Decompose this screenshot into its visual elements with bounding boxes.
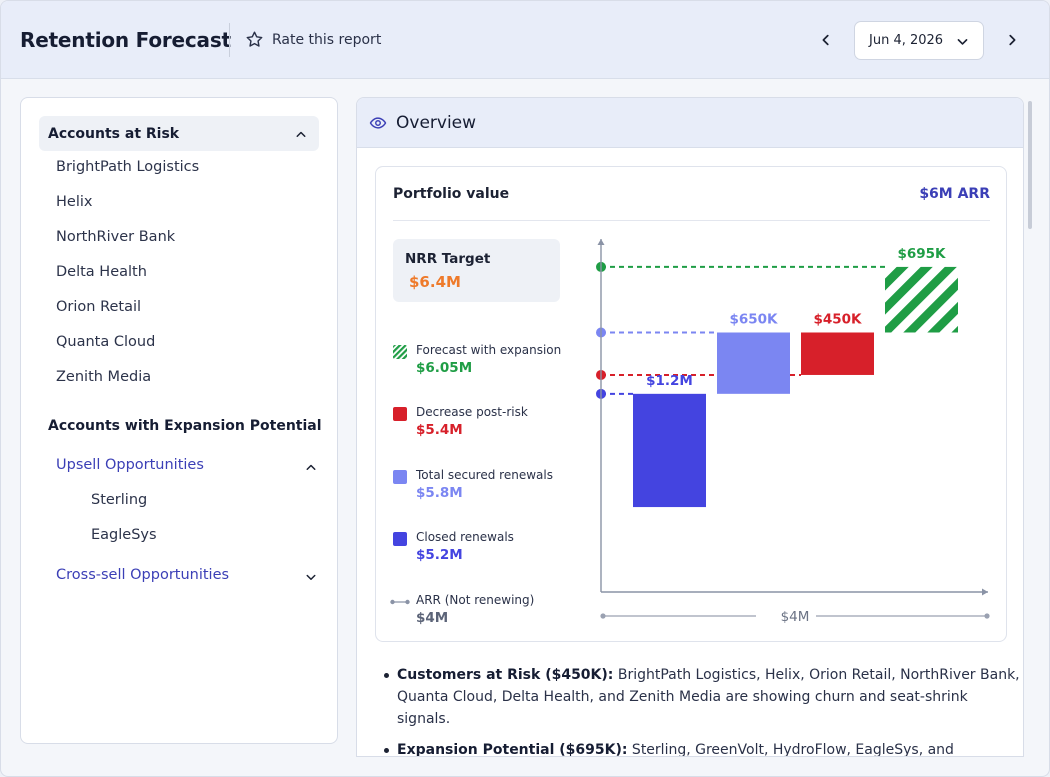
hatched-green-swatch (393, 345, 407, 359)
summary-bullets: Customers at Risk ($450K): BrightPath Lo… (381, 664, 1021, 757)
previous-date-button[interactable] (815, 29, 837, 51)
header-divider (229, 23, 230, 57)
list-item: Expansion Potential ($695K): Sterling, G… (381, 739, 1021, 757)
sidebar-item-delta-health[interactable]: Delta Health (56, 264, 147, 280)
chevron-down-icon (957, 39, 968, 45)
overview-panel: Overview Portfolio value $6M ARR NRR Tar… (356, 97, 1024, 757)
chevron-right-icon (1009, 34, 1016, 46)
x-axis-arrow (982, 588, 988, 596)
bullet-heading: Customers at Risk ($450K): (397, 667, 614, 683)
blue-swatch (393, 532, 407, 546)
legend-value: $6.05M (416, 360, 473, 376)
sidebar-item-quanta-cloud[interactable]: Quanta Cloud (56, 334, 156, 350)
chevron-down-icon (306, 574, 316, 580)
card-title: Portfolio value (393, 186, 510, 202)
bullet-text: Sterling, GreenVolt, HydroFlow, EagleSys… (631, 742, 954, 757)
sidebar-item-northriver[interactable]: NorthRiver Bank (56, 229, 176, 245)
bar-value-label: $450K (813, 311, 862, 327)
legend-value: $5.4M (416, 422, 463, 438)
sidebar-item-zenith-media[interactable]: Zenith Media (56, 369, 152, 385)
top-bar: Retention Forecast Rate this report Jun … (1, 1, 1049, 79)
eye-icon (369, 116, 387, 129)
bar-value-label: $650K (729, 311, 778, 327)
sidebar-heading-expansion: Accounts with Expansion Potential (48, 418, 322, 434)
legend-value: $5.8M (416, 485, 463, 501)
bar (717, 332, 790, 394)
card-divider (393, 220, 990, 221)
bar (885, 266, 958, 333)
bar (801, 332, 874, 375)
baseline-dot (600, 613, 606, 619)
sidebar-group-crosssell[interactable]: Cross-sell Opportunities (56, 567, 319, 583)
sidebar-group-upsell[interactable]: Upsell Opportunities (56, 457, 319, 473)
sidebar-group-label: Cross-sell Opportunities (56, 567, 230, 583)
sidebar-item-eaglesys[interactable]: EagleSys (91, 527, 157, 543)
list-item: Customers at Risk ($450K): BrightPath Lo… (381, 664, 1021, 730)
legend-label: Decrease post-risk (416, 405, 528, 419)
star-icon (246, 31, 263, 47)
scrollbar-thumb[interactable] (1028, 101, 1032, 229)
next-date-button[interactable] (1001, 29, 1023, 51)
line-swatch (390, 599, 410, 605)
legend-label: Closed renewals (416, 530, 514, 544)
bullet-text: BrightPath Logistics, Helix, Orion Retai… (397, 667, 1020, 727)
sidebar: Accounts at Risk BrightPath Logistics He… (20, 97, 338, 744)
sidebar-item-sterling[interactable]: Sterling (91, 492, 148, 508)
light-blue-swatch (393, 470, 407, 484)
chevron-up-icon (306, 464, 316, 470)
sidebar-item-brightpath[interactable]: BrightPath Logistics (56, 159, 200, 175)
bar-value-label: $1.2M (646, 373, 693, 389)
bar (633, 393, 706, 508)
sidebar-group-accounts-at-risk[interactable]: Accounts at Risk (39, 116, 319, 151)
nrr-target-box: NRR Target $6.4M (393, 239, 560, 302)
page-title: Retention Forecast (20, 28, 231, 52)
bar-value-label: $695K (897, 246, 946, 262)
date-value: Jun 4, 2026 (869, 33, 944, 48)
date-picker[interactable]: Jun 4, 2026 (854, 21, 984, 60)
overview-title: Overview (396, 112, 477, 133)
legend-value: $5.2M (416, 547, 463, 563)
rate-report-label: Rate this report (272, 31, 382, 48)
nrr-target-label: NRR Target (405, 251, 491, 267)
legend-label: ARR (Not renewing) (416, 593, 535, 607)
bullet-heading: Expansion Potential ($695K): (397, 742, 628, 757)
legend-label: Total secured renewals (416, 468, 553, 482)
overview-header: Overview (357, 98, 1023, 148)
sidebar-group-label: Accounts at Risk (48, 125, 180, 142)
red-swatch (393, 407, 407, 421)
baseline-label: $4M (781, 609, 810, 625)
legend-value: $4M (416, 610, 449, 626)
portfolio-card: Portfolio value $6M ARR NRR Target $6.4M… (375, 166, 1007, 642)
chevron-up-icon (296, 131, 306, 137)
nrr-target-value: $6.4M (409, 273, 461, 291)
waterfall-chart: $1.2M $650K $450K $695K $4M (596, 239, 990, 625)
sidebar-item-orion-retail[interactable]: Orion Retail (56, 299, 142, 315)
baseline-dot (984, 613, 990, 619)
sidebar-group-label: Upsell Opportunities (56, 457, 204, 473)
rate-report-button[interactable]: Rate this report (245, 30, 381, 49)
sidebar-item-helix[interactable]: Helix (56, 194, 93, 210)
arr-total: $6M ARR (919, 186, 990, 202)
chevron-left-icon (822, 34, 829, 46)
legend-label: Forecast with expansion (416, 343, 562, 357)
y-axis-arrow (597, 239, 605, 245)
